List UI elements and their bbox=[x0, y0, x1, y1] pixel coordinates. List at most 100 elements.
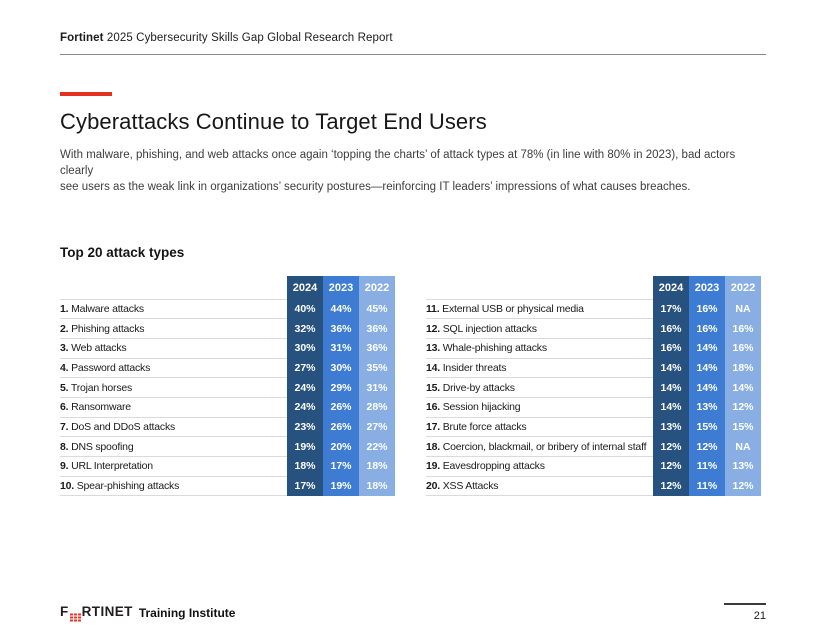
value-cell-2024: 17% bbox=[287, 476, 323, 496]
value-cell-2022: 18% bbox=[359, 476, 395, 496]
table-header-row: 2024 2023 2022 bbox=[60, 276, 395, 299]
value-cell-2023: 30% bbox=[323, 358, 359, 378]
page-number: 21 bbox=[753, 610, 766, 622]
value-cell-2023: 14% bbox=[689, 358, 725, 378]
attack-label-cell: 11. External USB or physical media bbox=[426, 298, 653, 320]
rank: 7. bbox=[60, 420, 69, 433]
attack-tables: 2024 2023 2022 1. Malware attacks 40% 44… bbox=[60, 276, 766, 497]
value-cell-2024: 27% bbox=[287, 358, 323, 378]
table-row: 17. Brute force attacks 13% 15% 15% bbox=[426, 417, 761, 438]
rank: 18. bbox=[426, 440, 440, 453]
attack-table-right: 2024 2023 2022 11. External USB or physi… bbox=[426, 276, 761, 497]
intro-paragraph: With malware, phishing, and web attacks … bbox=[60, 147, 766, 195]
rank: 19. bbox=[426, 460, 440, 473]
attack-label-cell: 7. DoS and DDoS attacks bbox=[60, 417, 287, 438]
value-cell-2024: 16% bbox=[653, 338, 689, 359]
value-cell-2022: 18% bbox=[359, 456, 395, 477]
value-cell-2022: 13% bbox=[725, 456, 761, 477]
table-row: 5. Trojan horses 24% 29% 31% bbox=[60, 377, 395, 398]
attack-label: Session hijacking bbox=[442, 401, 521, 414]
attack-label-cell: 2. Phishing attacks bbox=[60, 318, 287, 339]
attack-label: DoS and DDoS attacks bbox=[71, 420, 176, 433]
attack-label-cell: 18. Coercion, blackmail, or bribery of i… bbox=[426, 436, 653, 457]
value-cell-2022: 12% bbox=[725, 476, 761, 496]
empty-header-cell bbox=[60, 276, 287, 299]
table-row: 10. Spear-phishing attacks 17% 19% 18% bbox=[60, 476, 395, 497]
fortinet-brand: F RTINET Training Institute bbox=[60, 604, 235, 622]
table-row: 20. XSS Attacks 12% 11% 12% bbox=[426, 476, 761, 497]
table-row: 15. Drive-by attacks 14% 14% 14% bbox=[426, 377, 761, 398]
attack-label-cell: 14. Insider threats bbox=[426, 358, 653, 379]
rank: 13. bbox=[426, 342, 440, 355]
attack-label-cell: 9. URL Interpretation bbox=[60, 456, 287, 477]
value-cell-2022: 16% bbox=[725, 318, 761, 339]
value-cell-2023: 31% bbox=[323, 338, 359, 359]
accent-bar bbox=[60, 92, 112, 96]
table-header-row: 2024 2023 2022 bbox=[426, 276, 761, 299]
value-cell-2022: 36% bbox=[359, 318, 395, 339]
rank: 5. bbox=[60, 381, 69, 394]
rank: 4. bbox=[60, 361, 69, 374]
attack-label: Spear-phishing attacks bbox=[76, 480, 180, 493]
attack-label-cell: 10. Spear-phishing attacks bbox=[60, 476, 287, 497]
attack-label: Eavesdropping attacks bbox=[442, 460, 545, 473]
value-cell-2023: 26% bbox=[323, 397, 359, 418]
value-cell-2022: 45% bbox=[359, 299, 395, 319]
value-cell-2022: NA bbox=[725, 436, 761, 457]
table-row: 19. Eavesdropping attacks 12% 11% 13% bbox=[426, 456, 761, 477]
value-cell-2022: 36% bbox=[359, 338, 395, 359]
rank: 15. bbox=[426, 381, 440, 394]
empty-header-cell bbox=[426, 276, 653, 299]
rank: 6. bbox=[60, 401, 69, 414]
year-header-2022: 2022 bbox=[359, 276, 395, 299]
value-cell-2023: 14% bbox=[689, 377, 725, 398]
attack-label: Password attacks bbox=[71, 361, 151, 374]
table-row: 14. Insider threats 14% 14% 18% bbox=[426, 358, 761, 379]
value-cell-2024: 24% bbox=[287, 377, 323, 398]
table-row: 8. DNS spoofing 19% 20% 22% bbox=[60, 436, 395, 457]
year-header-2022: 2022 bbox=[725, 276, 761, 299]
rank: 9. bbox=[60, 460, 69, 473]
value-cell-2024: 18% bbox=[287, 456, 323, 477]
value-cell-2024: 12% bbox=[653, 456, 689, 477]
header-rule bbox=[60, 54, 766, 55]
attack-label: Coercion, blackmail, or bribery of inter… bbox=[442, 440, 647, 453]
table-row: 13. Whale-phishing attacks 16% 14% 16% bbox=[426, 338, 761, 359]
value-cell-2023: 11% bbox=[689, 456, 725, 477]
attack-label-cell: 17. Brute force attacks bbox=[426, 417, 653, 438]
year-header-2024: 2024 bbox=[287, 276, 323, 299]
value-cell-2023: 19% bbox=[323, 476, 359, 496]
attack-label: Malware attacks bbox=[71, 302, 144, 315]
attack-table-left: 2024 2023 2022 1. Malware attacks 40% 44… bbox=[60, 276, 395, 497]
fortinet-logo-grid-icon bbox=[69, 613, 81, 622]
value-cell-2024: 12% bbox=[653, 476, 689, 496]
table-row: 6. Ransomware 24% 26% 28% bbox=[60, 397, 395, 418]
attack-label: SQL injection attacks bbox=[442, 322, 537, 335]
rank: 3. bbox=[60, 342, 69, 355]
value-cell-2023: 17% bbox=[323, 456, 359, 477]
rank: 12. bbox=[426, 322, 440, 335]
fortinet-logo: F RTINET bbox=[60, 604, 133, 622]
attack-label: Ransomware bbox=[71, 401, 131, 414]
table-row: 2. Phishing attacks 32% 36% 36% bbox=[60, 318, 395, 339]
rank: 20. bbox=[426, 480, 440, 493]
attack-label-cell: 5. Trojan horses bbox=[60, 377, 287, 398]
attack-label: Brute force attacks bbox=[442, 420, 527, 433]
section-heading: Top 20 attack types bbox=[60, 245, 185, 260]
value-cell-2024: 19% bbox=[287, 436, 323, 457]
attack-label: Phishing attacks bbox=[71, 322, 145, 335]
attack-label: Drive-by attacks bbox=[442, 381, 515, 394]
value-cell-2022: 16% bbox=[725, 338, 761, 359]
value-cell-2023: 15% bbox=[689, 417, 725, 437]
attack-label-cell: 8. DNS spoofing bbox=[60, 436, 287, 457]
page-number-block: 21 bbox=[724, 603, 766, 622]
attack-label: Trojan horses bbox=[70, 381, 133, 394]
table-row: 4. Password attacks 27% 30% 35% bbox=[60, 358, 395, 379]
intro-line-1: With malware, phishing, and web attacks … bbox=[60, 149, 736, 177]
value-cell-2024: 12% bbox=[653, 436, 689, 457]
value-cell-2022: 18% bbox=[725, 358, 761, 378]
attack-label-cell: 4. Password attacks bbox=[60, 358, 287, 379]
value-cell-2024: 32% bbox=[287, 318, 323, 339]
value-cell-2023: 13% bbox=[689, 397, 725, 418]
